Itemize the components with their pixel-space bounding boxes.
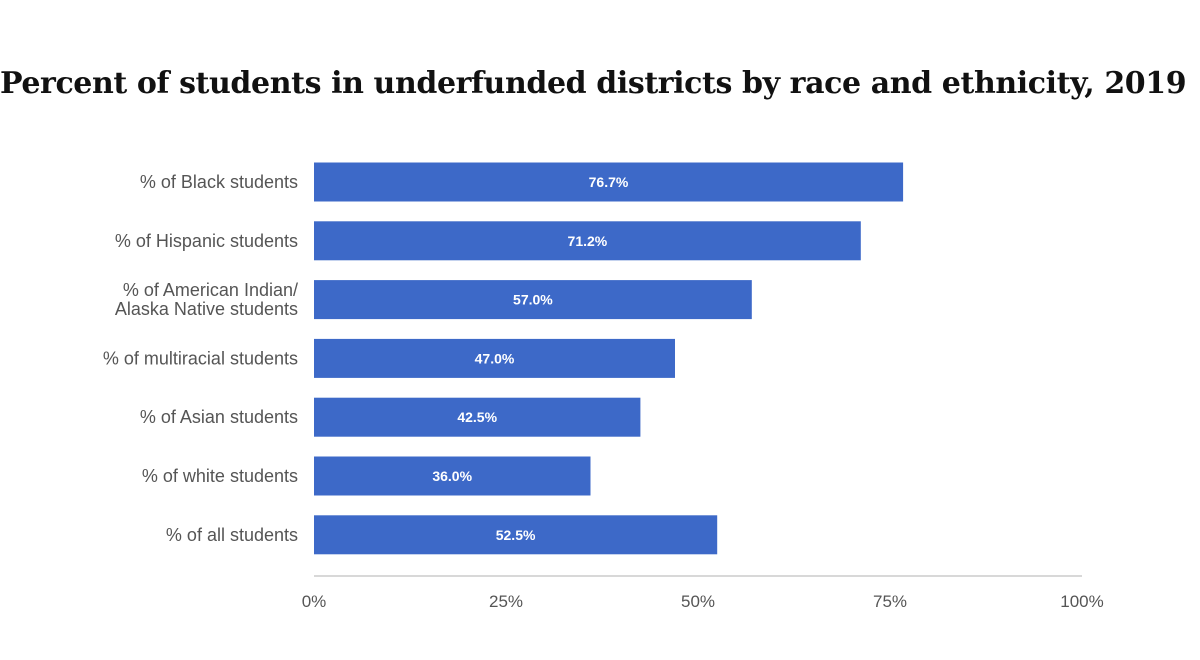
bar xyxy=(314,221,861,261)
category-label: % of Black students xyxy=(140,172,298,192)
bar xyxy=(314,515,718,555)
x-tick-label: 50% xyxy=(681,592,715,611)
x-tick-label: 100% xyxy=(1060,592,1103,611)
bar xyxy=(314,397,641,437)
x-tick-label: 0% xyxy=(302,592,327,611)
x-tick-label: 25% xyxy=(489,592,523,611)
category-label: % of white students xyxy=(142,466,298,486)
x-tick-label: 75% xyxy=(873,592,907,611)
bar xyxy=(314,338,675,378)
category-label: % of Asian students xyxy=(140,407,298,427)
data-label: 71.2% xyxy=(568,233,608,249)
data-label: 76.7% xyxy=(589,174,629,190)
category-label: % of multiracial students xyxy=(103,348,298,368)
data-label: 42.5% xyxy=(457,409,497,425)
bar xyxy=(314,280,752,320)
data-label: 36.0% xyxy=(432,468,472,484)
bar xyxy=(314,162,904,202)
category-label: % of American Indian/ xyxy=(123,280,298,300)
chart-title: Percent of students in underfunded distr… xyxy=(0,66,1187,101)
data-label: 57.0% xyxy=(513,292,553,308)
category-label: Alaska Native students xyxy=(115,299,298,319)
data-label: 52.5% xyxy=(496,527,536,543)
bar xyxy=(314,456,591,496)
category-label: % of Hispanic students xyxy=(115,231,298,251)
category-label: % of all students xyxy=(166,525,298,545)
data-label: 47.0% xyxy=(475,350,515,366)
